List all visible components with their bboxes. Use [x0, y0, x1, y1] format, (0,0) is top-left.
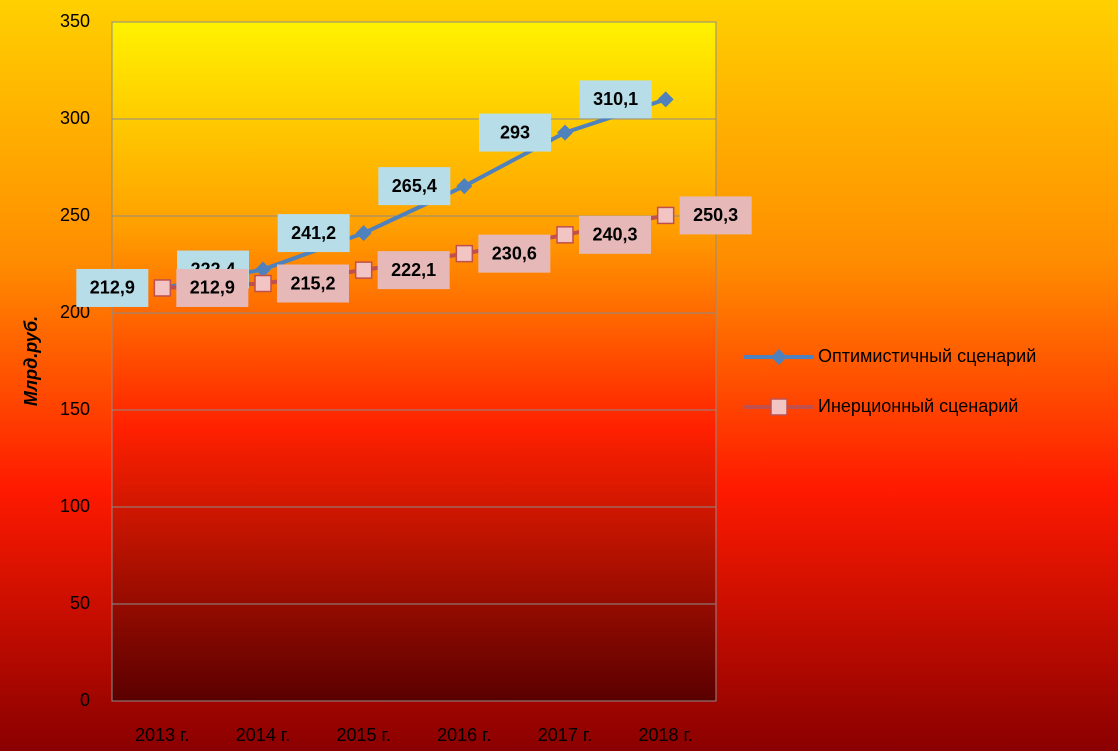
x-tick-label: 2013 г.	[135, 725, 189, 745]
marker	[455, 244, 474, 263]
y-tick-label: 350	[60, 11, 90, 31]
value-label: 310,1	[593, 89, 638, 109]
marker	[254, 274, 272, 293]
value-label: 215,2	[290, 273, 335, 293]
value-label: 250,3	[693, 205, 738, 225]
value-label-box	[478, 234, 551, 273]
legend-label: Инерционный сценарий	[818, 396, 1018, 416]
value-label-box	[579, 80, 652, 119]
y-tick-label: 150	[60, 399, 90, 419]
y-tick-label: 0	[80, 690, 90, 710]
value-label-box	[277, 264, 349, 303]
marker	[153, 279, 172, 297]
value-label: 265,4	[392, 176, 437, 196]
value-label: 222,1	[391, 260, 436, 280]
marker	[255, 261, 271, 278]
value-label-box	[176, 268, 249, 307]
marker	[354, 261, 373, 279]
y-tick-label: 50	[70, 593, 90, 613]
value-label-box	[277, 214, 350, 253]
value-label: 293	[500, 122, 530, 142]
value-label: 212,9	[90, 278, 135, 298]
marker	[355, 225, 372, 242]
x-tick-label: 2018 г.	[638, 725, 692, 745]
y-tick-label: 100	[60, 496, 90, 516]
marker	[771, 349, 787, 365]
y-tick-label: 300	[60, 108, 90, 128]
value-label: 212,9	[190, 278, 235, 298]
marker	[456, 178, 473, 195]
value-label-box	[479, 113, 551, 152]
legend-label: Оптимистичный сценарий	[818, 346, 1036, 366]
marker	[657, 91, 674, 108]
x-tick-label: 2017 г.	[538, 725, 592, 745]
marker	[656, 206, 675, 225]
x-tick-label: 2014 г.	[236, 725, 290, 745]
y-tick-label: 250	[60, 205, 90, 225]
marker	[556, 226, 574, 244]
value-label: 240,3	[592, 225, 637, 245]
marker	[770, 398, 788, 416]
value-label-box	[378, 167, 451, 206]
x-tick-label: 2015 г.	[336, 725, 390, 745]
value-label-box	[579, 215, 651, 254]
value-label-box	[377, 251, 450, 290]
value-label-box	[76, 268, 149, 307]
value-label-box	[679, 196, 752, 235]
plot-area	[111, 21, 717, 702]
value-label: 230,6	[492, 243, 537, 263]
marker	[557, 124, 573, 141]
x-tick-label: 2016 г.	[437, 725, 491, 745]
value-label: 241,2	[291, 223, 336, 243]
y-axis-title: Млрд.руб.	[21, 316, 41, 406]
